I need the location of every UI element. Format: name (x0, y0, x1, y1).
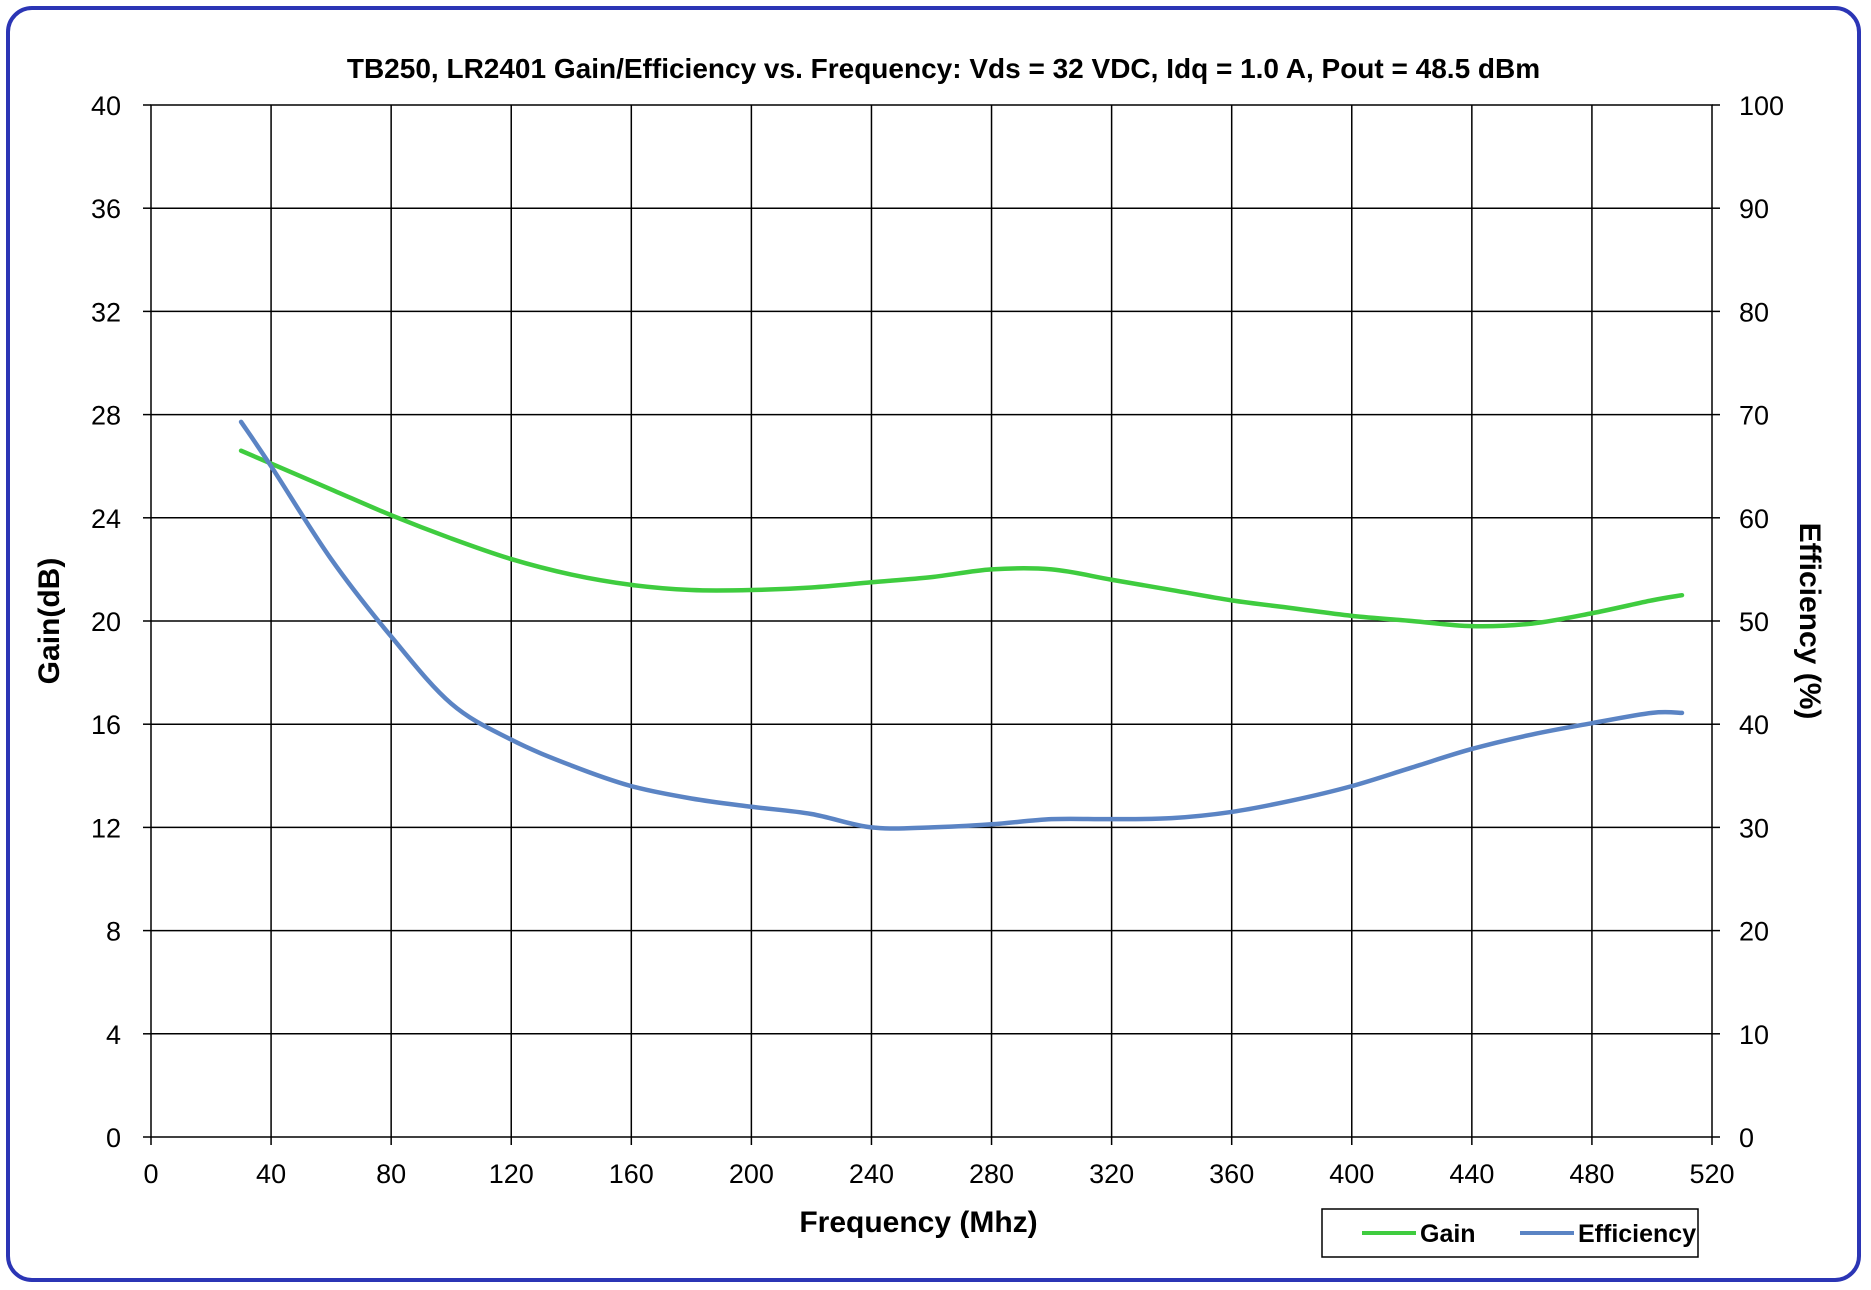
y-tick-label: 20 (91, 607, 121, 637)
x-tick-label: 80 (376, 1159, 406, 1189)
y2-tick-label: 50 (1739, 607, 1769, 637)
y-tick-label: 32 (91, 297, 121, 327)
x-axis-ticks: 0 40 80 120 160 200 240 280 320 360 400 440 480 520 (143, 1159, 1734, 1189)
y2-tick-label: 20 (1739, 917, 1769, 947)
x-tick-label: 160 (609, 1159, 654, 1189)
y-tick-label: 12 (91, 813, 121, 843)
legend: Gain Efficiency (1321, 1208, 1699, 1258)
y2-tick-label: 90 (1739, 194, 1769, 224)
y2-tick-label: 40 (1739, 710, 1769, 740)
y-axis-title: Gain(dB) (33, 558, 66, 685)
x-axis-title: Frequency (Mhz) (799, 1206, 1037, 1239)
y-tick-label: 4 (106, 1020, 121, 1050)
x-tick-label: 520 (1689, 1159, 1734, 1189)
plot-area (150, 104, 1713, 1138)
x-tick-label: 360 (1209, 1159, 1254, 1189)
y-tick-label: 16 (91, 710, 121, 740)
y-tick-label: 8 (106, 917, 121, 947)
x-tick-label: 40 (256, 1159, 286, 1189)
x-tick-label: 0 (143, 1159, 158, 1189)
legend-label-gain: Gain (1420, 1220, 1476, 1248)
y2-axis-ticks: 0 10 20 30 40 50 60 70 80 90 100 (1739, 91, 1784, 1153)
x-tick-label: 280 (969, 1159, 1014, 1189)
x-tick-label: 320 (1089, 1159, 1134, 1189)
legend-label-efficiency: Efficiency (1578, 1220, 1696, 1248)
y2-tick-label: 100 (1739, 91, 1784, 121)
series-line-efficiency (238, 419, 1685, 831)
y2-tick-label: 0 (1739, 1123, 1754, 1153)
x-tick-label: 120 (489, 1159, 534, 1189)
chart-title: TB250, LR2401 Gain/Efficiency vs. Freque… (347, 53, 1540, 84)
y-tick-label: 24 (91, 504, 121, 534)
series-lines (238, 419, 1685, 831)
y2-tick-label: 70 (1739, 401, 1769, 431)
x-tick-label: 200 (729, 1159, 774, 1189)
x-tick-label: 480 (1569, 1159, 1614, 1189)
y2-axis-title: Efficiency (%) (1793, 523, 1826, 720)
y2-tick-label: 10 (1739, 1020, 1769, 1050)
y-tick-label: 40 (91, 91, 121, 121)
y-tick-label: 36 (91, 194, 121, 224)
chart-frame (6, 6, 1861, 1282)
x-tick-label: 240 (849, 1159, 894, 1189)
y-tick-label: 0 (106, 1123, 121, 1153)
y-tick-label: 28 (91, 401, 121, 431)
x-tick-label: 400 (1329, 1159, 1374, 1189)
y2-tick-label: 30 (1739, 813, 1769, 843)
y2-tick-label: 80 (1739, 297, 1769, 327)
y2-tick-label: 60 (1739, 504, 1769, 534)
x-tick-label: 440 (1449, 1159, 1494, 1189)
series-line-gain (238, 448, 1685, 629)
grid (143, 104, 1720, 1145)
y-axis-ticks: 0 4 8 12 16 20 24 28 32 36 40 (91, 91, 121, 1153)
